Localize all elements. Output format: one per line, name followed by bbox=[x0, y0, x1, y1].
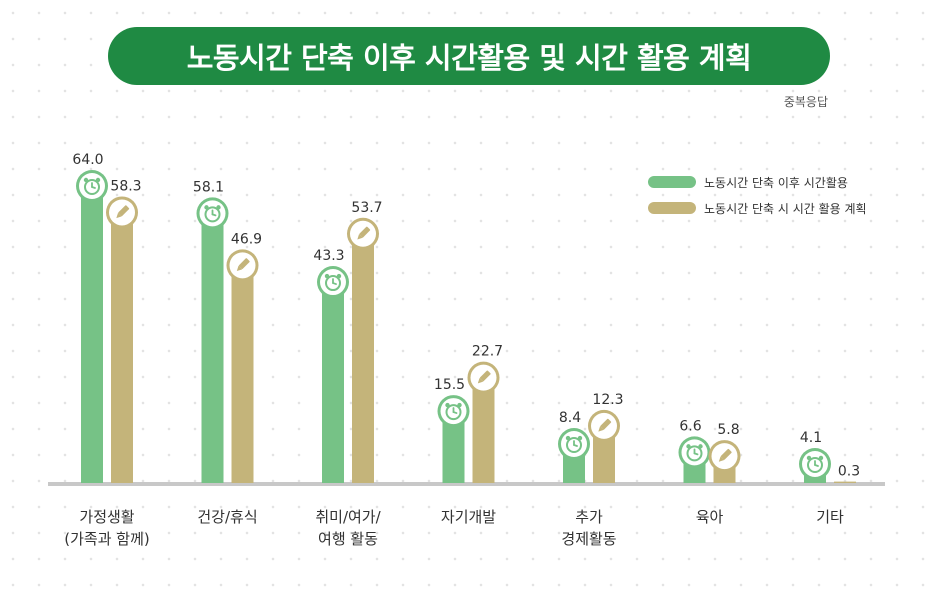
data-label: 4.1 bbox=[800, 430, 822, 446]
pencil-icon bbox=[106, 196, 138, 229]
bar bbox=[231, 265, 254, 483]
bar bbox=[834, 481, 856, 483]
data-label: 5.8 bbox=[717, 422, 739, 438]
pencil-icon bbox=[708, 440, 741, 473]
data-label: 0.3 bbox=[838, 464, 860, 480]
data-label: 8.4 bbox=[559, 410, 581, 426]
bar bbox=[201, 213, 224, 483]
legend-swatch bbox=[648, 202, 696, 214]
legend-label: 노동시간 단축 시 시간 활용 계획 bbox=[704, 202, 867, 216]
data-label: 58.1 bbox=[193, 179, 224, 195]
x-tick-label: 건강/휴식 bbox=[197, 508, 257, 526]
bar bbox=[442, 411, 465, 483]
pencil-icon bbox=[467, 361, 500, 394]
pencil-icon bbox=[347, 217, 379, 250]
x-tick-label: 가정생활 (가족과 함께) bbox=[64, 508, 149, 548]
alarm-clock-icon bbox=[196, 197, 229, 230]
x-tick-label: 육아 bbox=[696, 508, 724, 526]
data-label: 58.3 bbox=[110, 178, 141, 194]
alarm-clock-icon bbox=[678, 436, 711, 469]
multiple-response-note: 중복응답 bbox=[783, 95, 828, 109]
data-label: 22.7 bbox=[472, 344, 503, 360]
legend-label: 노동시간 단축 이후 시간활용 bbox=[704, 176, 848, 190]
x-tick-label: 자기개발 bbox=[441, 508, 496, 526]
x-tick-label: 취미/여가/여행 활동 bbox=[315, 508, 381, 548]
bar bbox=[472, 377, 495, 483]
pencil-icon bbox=[588, 409, 620, 442]
data-label: 43.3 bbox=[313, 248, 344, 264]
data-label: 53.7 bbox=[351, 200, 382, 216]
chart-title: 노동시간 단축 이후 시간활용 및 시간 활용 계획 bbox=[108, 27, 830, 85]
alarm-clock-icon bbox=[799, 447, 831, 480]
alarm-clock-icon bbox=[437, 395, 470, 428]
x-tick-label: 기타 bbox=[816, 508, 844, 526]
legend-swatch bbox=[648, 176, 696, 188]
bar bbox=[352, 233, 374, 483]
data-label: 15.5 bbox=[434, 377, 465, 393]
pencil-icon bbox=[226, 249, 259, 282]
data-label: 64.0 bbox=[72, 152, 103, 168]
bar bbox=[111, 212, 133, 483]
x-tick-label: 추가 경제활동 bbox=[561, 508, 616, 548]
bar bbox=[81, 186, 103, 483]
data-label: 6.6 bbox=[679, 418, 701, 434]
alarm-clock-icon bbox=[558, 428, 590, 461]
bar bbox=[322, 282, 344, 483]
alarm-clock-icon bbox=[317, 266, 349, 299]
data-label: 46.9 bbox=[231, 231, 262, 247]
alarm-clock-icon bbox=[76, 170, 108, 202]
data-label: 12.3 bbox=[592, 392, 623, 408]
